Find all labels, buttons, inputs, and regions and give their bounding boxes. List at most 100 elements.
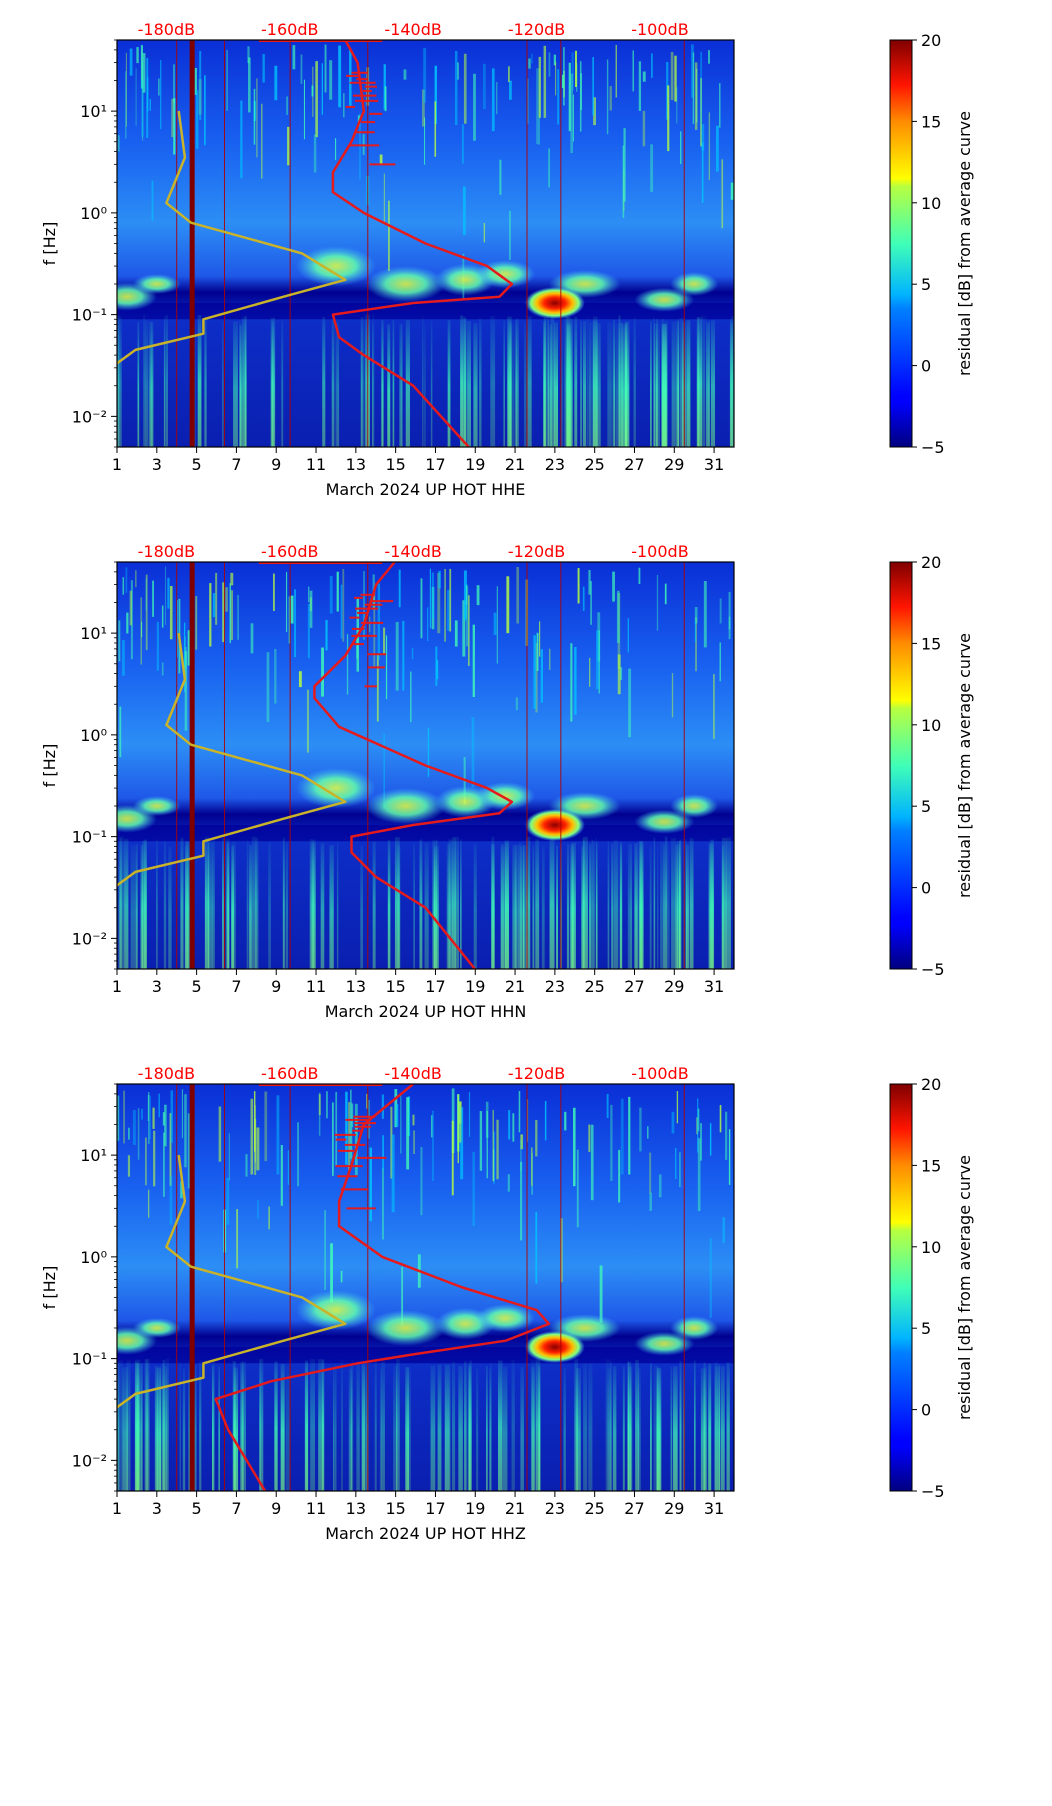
x-tick-label: 3 [152, 455, 162, 474]
x-tick-label: 29 [664, 455, 684, 474]
top-db-tick-label: -100dB [631, 542, 688, 561]
x-tick-label: 21 [505, 455, 525, 474]
data-gap-column [189, 40, 195, 447]
x-tick-label: 7 [231, 977, 241, 996]
colorbar-tick-label: 5 [921, 1319, 931, 1338]
noise-model-curve [117, 110, 347, 365]
colorbar-tick-label: 15 [921, 112, 941, 131]
median-psd-curve [313, 562, 514, 969]
x-tick-label: 11 [306, 455, 326, 474]
top-db-tick-label: -180dB [138, 20, 195, 39]
heatmap-image [117, 1084, 734, 1491]
x-tick-label: 5 [192, 455, 202, 474]
colorbar-tick-label: −5 [921, 438, 945, 457]
y-tick-label: 10⁻² [72, 929, 107, 948]
colorbar: 20 15 10 5 0 −5 residual [dB] from average cur… [889, 31, 974, 457]
x-tick-label: 7 [231, 455, 241, 474]
x-tick-label: 13 [346, 1499, 366, 1518]
colorbar-label: residual [dB] from average curve [955, 111, 974, 376]
x-axis-label: March 2024 UP HOT HHZ [325, 1524, 526, 1543]
y-tick-label: 10⁰ [80, 204, 107, 223]
colorbar-gradient [889, 561, 913, 970]
y-tick-label: 10⁰ [80, 726, 107, 745]
top-db-tick-label: -140dB [384, 20, 441, 39]
x-tick-label: 25 [584, 455, 604, 474]
x-tick-label: 17 [425, 1499, 445, 1518]
colorbar-gradient [889, 1083, 913, 1492]
y-tick-label: 10⁻¹ [72, 306, 107, 325]
x-tick-label: 29 [664, 1499, 684, 1518]
x-tick-label: 13 [346, 977, 366, 996]
top-db-tick-label: -100dB [631, 20, 688, 39]
top-db-tick-label: -160dB [261, 542, 318, 561]
top-db-tick-label: -120dB [508, 1064, 565, 1083]
y-axis-label: f [Hz] [40, 222, 59, 266]
x-tick-label: 19 [465, 1499, 485, 1518]
y-tick-label: 10¹ [80, 624, 107, 643]
colorbar-tick-label: 10 [921, 1238, 941, 1257]
heatmap-image [117, 562, 734, 969]
colorbar-tick-label: 0 [921, 357, 931, 376]
x-tick-label: 25 [584, 977, 604, 996]
x-tick-label: 5 [192, 1499, 202, 1518]
x-tick-label: 17 [425, 977, 445, 996]
colorbar-tick-label: 15 [921, 1156, 941, 1175]
x-tick-label: 9 [271, 977, 281, 996]
top-db-tick-label: -180dB [138, 542, 195, 561]
x-tick-label: 29 [664, 977, 684, 996]
x-tick-label: 3 [152, 977, 162, 996]
y-tick-label: 10⁻² [72, 1451, 107, 1470]
y-tick-label: 10⁻¹ [72, 828, 107, 847]
x-tick-label: 1 [112, 455, 122, 474]
colorbar-tick-label: 20 [921, 1075, 941, 1094]
colorbar-tick-label: 10 [921, 716, 941, 735]
median-psd-curve [214, 1084, 551, 1491]
x-tick-label: 31 [704, 1499, 724, 1518]
colorbar: 20 15 10 5 0 −5 residual [dB] from average cur… [889, 553, 974, 979]
colorbar-label: residual [dB] from average curve [955, 1155, 974, 1420]
colorbar-tick-label: 0 [921, 1401, 931, 1420]
noise-model-curve [117, 632, 347, 887]
x-tick-label: 21 [505, 1499, 525, 1518]
x-tick-label: 3 [152, 1499, 162, 1518]
y-axis-label: f [Hz] [40, 1266, 59, 1310]
x-tick-label: 27 [624, 977, 644, 996]
top-db-tick-label: -160dB [261, 1064, 318, 1083]
x-tick-label: 15 [385, 1499, 405, 1518]
x-tick-label: 19 [465, 977, 485, 996]
x-axis-label: March 2024 UP HOT HHE [326, 480, 526, 499]
top-db-tick-label: -120dB [508, 542, 565, 561]
colorbar-tick-label: 20 [921, 31, 941, 50]
x-tick-label: 9 [271, 455, 281, 474]
x-tick-label: 11 [306, 977, 326, 996]
top-db-tick-label: -120dB [508, 20, 565, 39]
heatmap-image [117, 40, 734, 447]
x-tick-label: 25 [584, 1499, 604, 1518]
top-db-tick-label: -180dB [138, 1064, 195, 1083]
x-tick-label: 23 [545, 977, 565, 996]
top-db-tick-label: -140dB [384, 1064, 441, 1083]
colorbar-tick-label: −5 [921, 960, 945, 979]
colorbar-tick-label: 5 [921, 275, 931, 294]
y-tick-label: 10⁻¹ [72, 1350, 107, 1369]
x-tick-label: 19 [465, 455, 485, 474]
data-gap-column [189, 562, 195, 969]
x-tick-label: 21 [505, 977, 525, 996]
x-tick-label: 1 [112, 1499, 122, 1518]
x-tick-label: 31 [704, 977, 724, 996]
colorbar: 20 15 10 5 0 −5 residual [dB] from average cur… [889, 1075, 974, 1501]
x-tick-label: 27 [624, 1499, 644, 1518]
y-tick-label: 10¹ [80, 102, 107, 121]
x-tick-label: 31 [704, 455, 724, 474]
x-tick-label: 13 [346, 455, 366, 474]
colorbar-tick-label: 10 [921, 194, 941, 213]
top-db-tick-label: -100dB [631, 1064, 688, 1083]
colorbar-label: residual [dB] from average curve [955, 633, 974, 898]
colorbar-gradient [889, 39, 913, 448]
x-tick-label: 15 [385, 977, 405, 996]
top-db-tick-label: -160dB [261, 20, 318, 39]
